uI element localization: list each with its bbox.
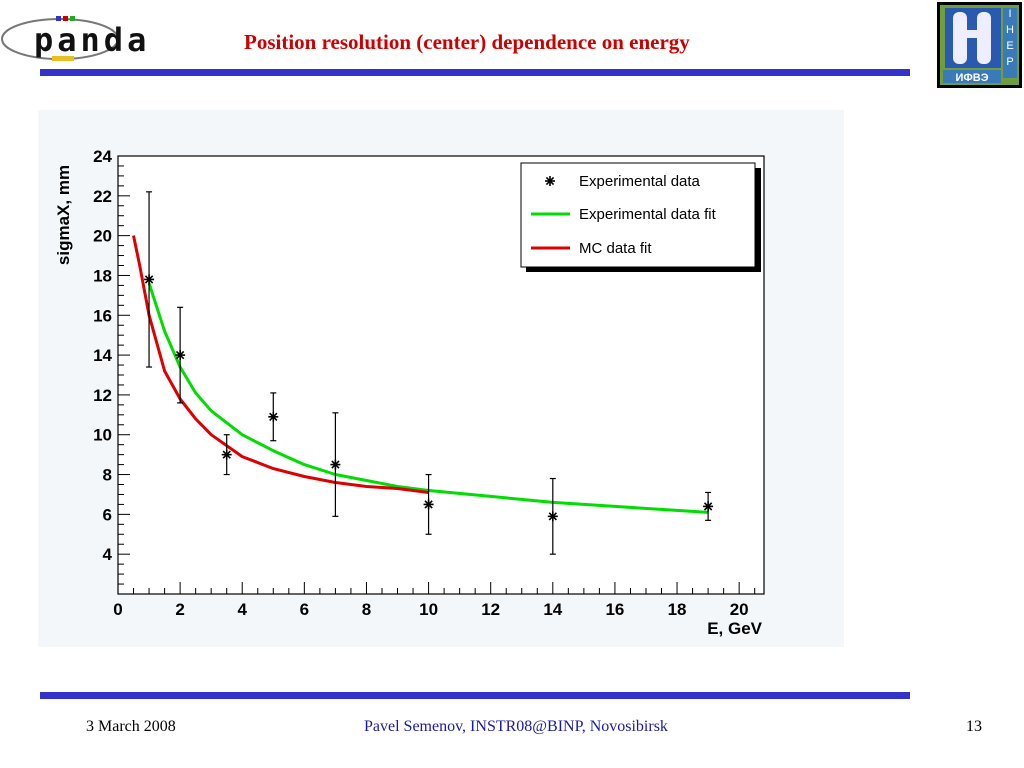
x-tick-label: 8 (362, 600, 371, 619)
legend-item-experimental-data: Experimental data (545, 173, 701, 190)
star-marker (221, 449, 232, 460)
legend-item-mc-fit: MC data fit (531, 240, 652, 257)
data-point (144, 191, 155, 368)
panda-logo-text: panda (34, 21, 150, 59)
y-tick-label: 6 (103, 505, 112, 524)
star-marker (703, 501, 714, 512)
star-marker (144, 274, 155, 285)
y-tick-label: 16 (93, 306, 112, 325)
data-point (221, 434, 232, 476)
ihep-logo: I H E P ИФВЭ (937, 2, 1022, 88)
data-point (423, 473, 434, 535)
data-point (268, 392, 279, 442)
y-tick-label: 4 (103, 545, 113, 564)
legend-label-experimental-fit: Experimental data fit (579, 206, 717, 223)
y-tick-label: 8 (103, 466, 112, 485)
x-tick-label: 0 (113, 600, 122, 619)
bottom-rule (40, 692, 910, 699)
x-tick-label: 6 (300, 600, 309, 619)
x-tick-label: 4 (237, 600, 247, 619)
y-axis-title: sigmaX, mm (54, 165, 73, 265)
svg-text:I: I (1008, 8, 1011, 20)
legend: Experimental data Experimental data fit … (520, 162, 761, 272)
x-tick-label: 18 (668, 600, 687, 619)
legend-label-mc-fit: MC data fit (579, 240, 652, 257)
x-tick-label: 14 (543, 600, 562, 619)
svg-text:P: P (1006, 56, 1013, 68)
panda-logo: panda (1, 16, 150, 61)
page-number: 13 (966, 718, 982, 735)
experimental-fit-curve (147, 282, 709, 514)
svg-text:E: E (1006, 40, 1013, 52)
x-tick-label: 16 (605, 600, 624, 619)
y-tick-label: 24 (93, 147, 112, 166)
ihep-logo-text: ИФВЭ (955, 72, 988, 84)
x-tick-label: 12 (481, 600, 500, 619)
legend-star-marker (545, 176, 555, 186)
star-marker (423, 499, 434, 510)
chart-panel: 0 2 4 6 8 10 12 14 16 18 20 4 6 8 10 12 14 16 18 20 22 24 Exp… (38, 110, 844, 647)
footer-author: Pavel Semenov, INSTR08@BINP, Novosibirsk (364, 718, 668, 735)
footer-date: 3 March 2008 (86, 718, 176, 735)
y-tick-label: 22 (93, 187, 112, 206)
y-tick-label: 10 (93, 426, 112, 445)
y-tick-label: 14 (93, 346, 112, 365)
top-rule (40, 69, 910, 76)
star-marker (330, 459, 341, 470)
data-point (330, 412, 341, 517)
legend-item-experimental-fit: Experimental data fit (531, 206, 717, 223)
slide-title: Position resolution (center) dependence … (244, 30, 690, 54)
svg-text:H: H (1006, 24, 1014, 36)
y-tick-label: 12 (93, 386, 112, 405)
data-point (547, 477, 558, 555)
data-point (175, 306, 186, 404)
y-tick-label: 20 (93, 227, 112, 246)
star-marker (268, 411, 279, 422)
x-tick-label: 20 (730, 600, 749, 619)
legend-label-experimental-data: Experimental data (579, 173, 701, 190)
x-axis-title: E, GeV (707, 619, 762, 638)
star-marker (175, 350, 186, 361)
data-point (703, 491, 714, 521)
y-tick-label: 18 (93, 266, 112, 285)
star-marker (547, 511, 558, 522)
x-tick-label: 2 (175, 600, 184, 619)
x-tick-label: 10 (419, 600, 438, 619)
